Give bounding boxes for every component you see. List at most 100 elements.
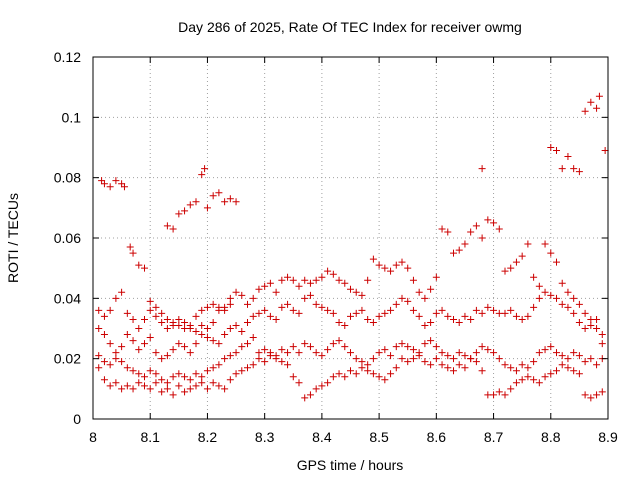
data-point	[501, 309, 509, 317]
data-point	[289, 306, 297, 314]
data-point	[123, 364, 131, 372]
data-point	[255, 355, 263, 363]
y-tick-label: 0.04	[54, 290, 81, 306]
data-point	[163, 379, 171, 387]
data-point	[512, 258, 520, 266]
data-point	[404, 297, 412, 305]
data-point	[581, 107, 589, 115]
data-point	[404, 264, 412, 272]
data-point	[358, 364, 366, 372]
data-point	[278, 303, 286, 311]
data-point	[175, 370, 183, 378]
data-point	[341, 279, 349, 287]
data-point	[181, 207, 189, 215]
data-point	[129, 385, 137, 393]
data-point	[146, 297, 154, 305]
data-point	[278, 358, 286, 366]
data-point	[249, 361, 257, 369]
data-point	[535, 379, 543, 387]
data-point	[490, 306, 498, 314]
data-point	[472, 222, 480, 230]
data-point	[524, 312, 532, 320]
data-point	[158, 388, 166, 396]
data-point	[312, 300, 320, 308]
data-point	[541, 346, 549, 354]
data-point	[387, 267, 395, 275]
data-point	[495, 225, 503, 233]
data-point	[444, 364, 452, 372]
data-point	[329, 270, 337, 278]
data-point	[261, 346, 269, 354]
data-point	[192, 312, 200, 320]
data-point	[100, 358, 108, 366]
data-point	[553, 258, 560, 266]
data-point	[112, 355, 120, 363]
data-point	[221, 198, 229, 206]
data-point	[123, 309, 131, 317]
data-point	[123, 382, 131, 390]
data-point	[129, 337, 137, 345]
data-point	[126, 243, 134, 251]
data-point	[461, 240, 469, 248]
data-point	[438, 306, 446, 314]
data-point	[244, 364, 251, 372]
data-point	[318, 303, 326, 311]
data-point	[564, 303, 572, 311]
data-point	[118, 358, 126, 366]
data-point	[427, 285, 435, 293]
data-point	[238, 367, 246, 375]
data-point	[312, 349, 320, 357]
data-point	[375, 373, 383, 381]
data-point	[553, 147, 560, 155]
data-point	[192, 370, 200, 378]
data-point	[347, 312, 354, 320]
data-point	[226, 294, 234, 302]
data-point	[238, 343, 246, 351]
data-point	[598, 388, 606, 396]
data-point	[295, 282, 303, 290]
data-point	[438, 225, 446, 233]
data-point	[169, 373, 177, 381]
data-point	[392, 300, 400, 308]
data-point	[593, 361, 601, 369]
data-point	[186, 385, 194, 393]
y-tick-label: 0.06	[54, 230, 81, 246]
data-point	[535, 349, 543, 357]
x-tick-label: 8.8	[541, 429, 561, 445]
data-point	[226, 300, 234, 308]
series-falling-arc	[126, 243, 234, 336]
data-point	[352, 355, 360, 363]
data-point	[490, 349, 498, 357]
data-point	[261, 282, 269, 290]
data-point	[324, 346, 332, 354]
data-point	[409, 355, 417, 363]
series-bottom-band	[95, 352, 606, 402]
data-point	[455, 246, 463, 254]
data-point	[255, 309, 263, 317]
data-point	[209, 300, 217, 308]
data-point	[284, 300, 292, 308]
data-point	[581, 391, 589, 399]
data-point	[312, 385, 320, 393]
data-point	[564, 364, 572, 372]
data-point	[181, 343, 189, 351]
data-point	[289, 343, 297, 351]
data-point	[507, 364, 515, 372]
data-point	[209, 379, 217, 387]
data-point	[547, 249, 555, 257]
data-point	[518, 376, 526, 384]
data-point	[306, 291, 314, 299]
data-point	[358, 306, 366, 314]
data-point	[141, 382, 148, 390]
data-point	[175, 382, 183, 390]
data-point	[232, 288, 240, 296]
data-point	[369, 255, 377, 263]
data-point	[100, 180, 108, 188]
data-point	[272, 355, 280, 363]
data-point	[95, 306, 103, 314]
data-point	[575, 352, 583, 360]
data-point	[369, 355, 377, 363]
data-point	[461, 312, 469, 320]
data-point	[175, 210, 183, 218]
x-tick-label: 8.3	[255, 429, 275, 445]
